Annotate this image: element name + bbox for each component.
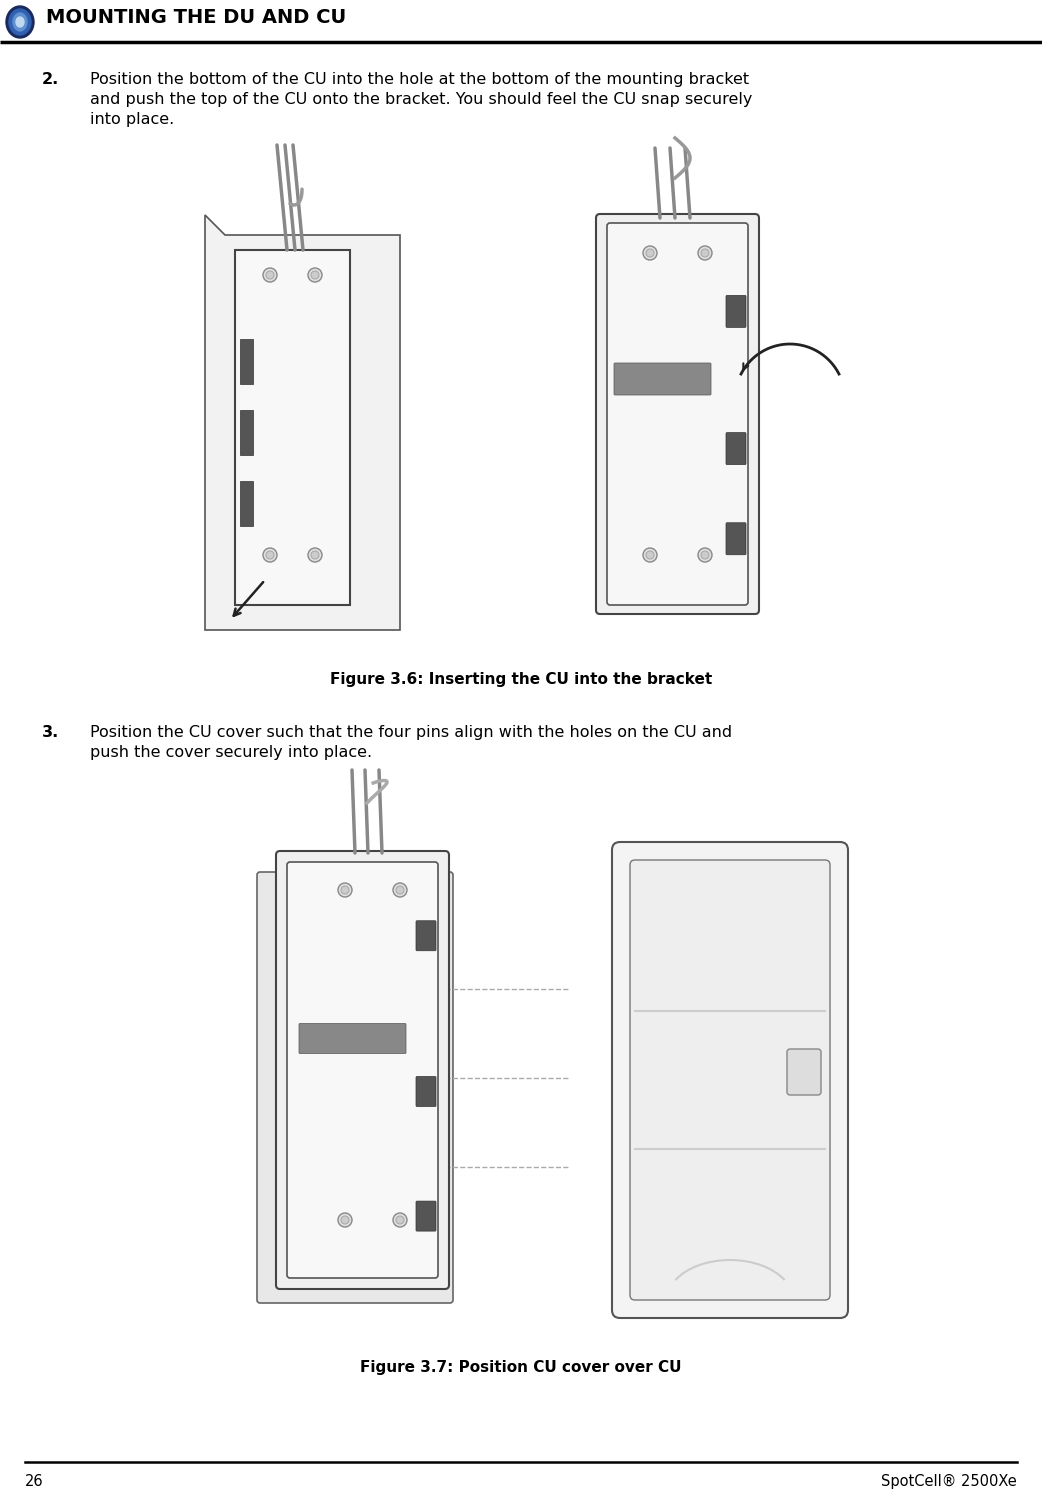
- FancyBboxPatch shape: [416, 1077, 436, 1107]
- Polygon shape: [240, 339, 253, 384]
- FancyBboxPatch shape: [596, 214, 759, 614]
- Circle shape: [396, 886, 404, 895]
- Circle shape: [393, 1212, 407, 1227]
- Circle shape: [698, 548, 712, 562]
- Circle shape: [338, 883, 352, 898]
- Circle shape: [698, 245, 712, 261]
- Text: MOUNTING THE DU AND CU: MOUNTING THE DU AND CU: [46, 8, 346, 27]
- FancyBboxPatch shape: [726, 523, 746, 554]
- Circle shape: [263, 548, 277, 562]
- Circle shape: [643, 245, 658, 261]
- Circle shape: [341, 1215, 349, 1224]
- Text: SpotCell® 2500Xe: SpotCell® 2500Xe: [882, 1474, 1017, 1489]
- Circle shape: [646, 248, 654, 258]
- Text: push the cover securely into place.: push the cover securely into place.: [90, 745, 372, 761]
- Polygon shape: [205, 215, 400, 630]
- Circle shape: [341, 886, 349, 895]
- Polygon shape: [235, 250, 350, 605]
- FancyBboxPatch shape: [726, 432, 746, 464]
- Circle shape: [266, 551, 274, 559]
- Circle shape: [701, 248, 709, 258]
- FancyBboxPatch shape: [416, 1202, 436, 1230]
- Circle shape: [266, 271, 274, 279]
- FancyBboxPatch shape: [614, 363, 711, 395]
- FancyBboxPatch shape: [299, 1024, 406, 1054]
- Circle shape: [338, 1212, 352, 1227]
- FancyBboxPatch shape: [612, 842, 848, 1318]
- Text: into place.: into place.: [90, 111, 174, 127]
- Text: 26: 26: [25, 1474, 44, 1489]
- Polygon shape: [240, 410, 253, 455]
- Text: Figure 3.7: Position CU cover over CU: Figure 3.7: Position CU cover over CU: [361, 1360, 681, 1375]
- Ellipse shape: [13, 14, 27, 32]
- Circle shape: [311, 551, 319, 559]
- FancyBboxPatch shape: [276, 851, 449, 1289]
- FancyBboxPatch shape: [787, 1050, 821, 1095]
- FancyBboxPatch shape: [726, 295, 746, 327]
- Ellipse shape: [9, 9, 31, 35]
- Text: 2.: 2.: [42, 72, 59, 87]
- Circle shape: [643, 548, 658, 562]
- Circle shape: [311, 271, 319, 279]
- FancyBboxPatch shape: [607, 223, 748, 605]
- Polygon shape: [240, 480, 253, 526]
- Ellipse shape: [16, 17, 24, 27]
- Circle shape: [393, 883, 407, 898]
- Text: and push the top of the CU onto the bracket. You should feel the CU snap securel: and push the top of the CU onto the brac…: [90, 92, 752, 107]
- FancyBboxPatch shape: [287, 861, 438, 1279]
- Circle shape: [308, 548, 322, 562]
- Text: Position the CU cover such that the four pins align with the holes on the CU and: Position the CU cover such that the four…: [90, 724, 733, 739]
- Text: 3.: 3.: [42, 724, 59, 739]
- FancyBboxPatch shape: [257, 872, 453, 1303]
- Ellipse shape: [6, 6, 34, 38]
- Text: Position the bottom of the CU into the hole at the bottom of the mounting bracke: Position the bottom of the CU into the h…: [90, 72, 749, 87]
- Circle shape: [646, 551, 654, 559]
- Circle shape: [396, 1215, 404, 1224]
- FancyBboxPatch shape: [630, 860, 830, 1300]
- Circle shape: [263, 268, 277, 282]
- Text: Figure 3.6: Inserting the CU into the bracket: Figure 3.6: Inserting the CU into the br…: [330, 672, 712, 687]
- Circle shape: [701, 551, 709, 559]
- FancyBboxPatch shape: [416, 920, 436, 950]
- Circle shape: [308, 268, 322, 282]
